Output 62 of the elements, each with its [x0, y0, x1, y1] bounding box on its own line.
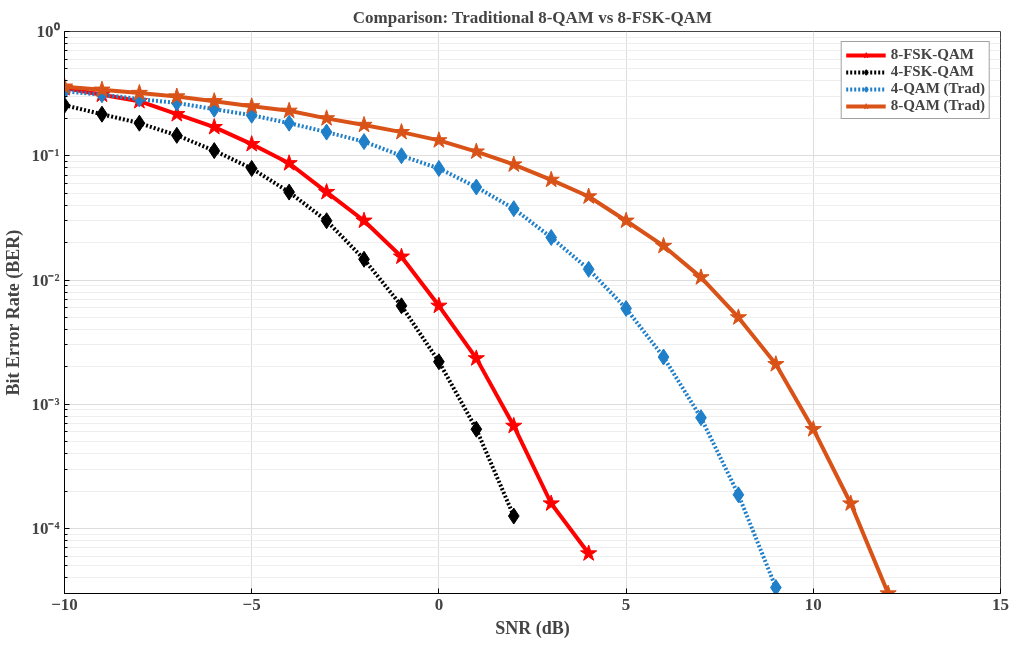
point	[243, 135, 261, 152]
point	[320, 212, 333, 230]
point	[208, 142, 221, 160]
point	[280, 154, 298, 171]
point	[470, 178, 483, 196]
point	[168, 87, 186, 104]
point	[133, 114, 146, 132]
point	[355, 211, 373, 229]
point	[245, 159, 258, 177]
point	[430, 296, 448, 314]
point	[318, 183, 336, 200]
x-tick-label: −10	[51, 594, 78, 614]
point	[842, 494, 860, 511]
point	[580, 187, 598, 204]
point	[729, 308, 747, 325]
y-axis-title: Bit Error Rate (BER)	[3, 229, 25, 396]
point	[170, 126, 183, 144]
point	[392, 247, 411, 265]
point	[505, 416, 523, 434]
x-tick-label: 5	[621, 594, 631, 614]
point	[617, 211, 635, 229]
point	[467, 349, 485, 366]
point	[804, 420, 822, 437]
point	[130, 83, 148, 101]
point	[470, 420, 483, 438]
y-tick-label: 10⁻¹	[31, 146, 60, 166]
x-tick-label: −5	[242, 594, 261, 614]
x-tick-label: 0	[434, 594, 444, 614]
point	[395, 297, 408, 315]
point	[318, 109, 336, 126]
point	[320, 123, 333, 141]
point	[507, 507, 520, 525]
legend-label: 4-QAM (Trad)	[890, 80, 985, 97]
y-tick-label: 10⁻³	[31, 394, 60, 414]
point	[507, 200, 520, 218]
point	[657, 348, 670, 366]
point	[205, 92, 223, 109]
point	[392, 123, 411, 140]
point	[582, 260, 595, 278]
point	[692, 268, 710, 285]
x-axis-title: SNR (dB)	[495, 617, 570, 639]
legend-label: 8-FSK-QAM	[890, 46, 975, 63]
legend-label: 8-QAM (Trad)	[890, 97, 985, 114]
point	[545, 228, 558, 246]
point	[580, 544, 598, 561]
y-tick-label: 10⁻⁴	[31, 519, 60, 539]
point	[767, 355, 785, 372]
point	[93, 80, 111, 98]
point	[395, 147, 408, 165]
point	[280, 101, 298, 119]
y-tick-label: 10⁰	[36, 22, 60, 41]
point	[732, 486, 745, 504]
legend-label: 4-FSK-QAM	[890, 63, 975, 80]
x-tick-label: 10	[804, 594, 822, 614]
y-tick-label: 10⁻²	[31, 270, 60, 290]
point	[542, 494, 560, 511]
point	[355, 115, 373, 133]
point	[770, 579, 782, 594]
point	[654, 236, 673, 254]
chart-title: Comparison: Traditional 8-QAM vs 8-FSK-QAM	[352, 7, 712, 27]
point	[243, 97, 261, 114]
x-tick-label: 15	[992, 594, 1009, 614]
